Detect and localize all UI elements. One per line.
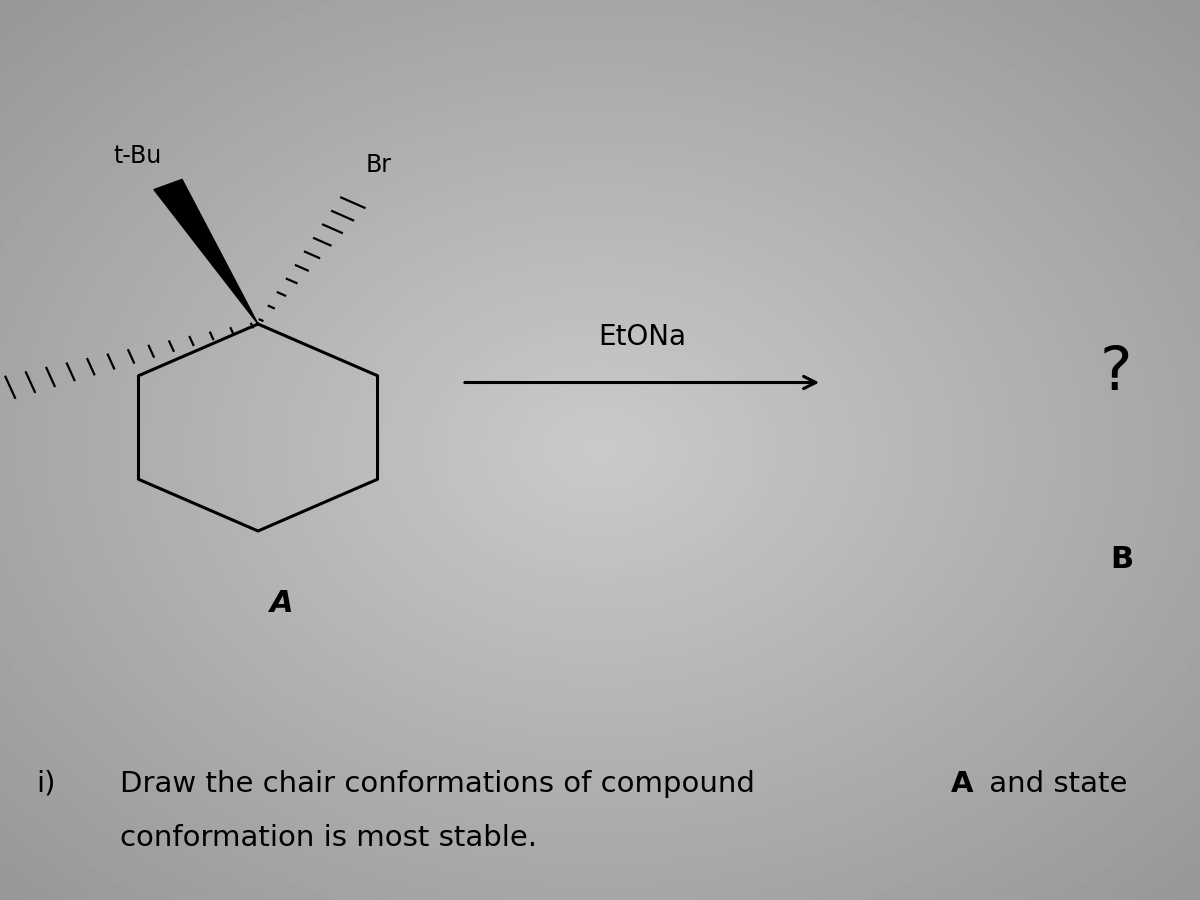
Text: Br: Br [366,153,392,177]
Text: A: A [270,590,294,618]
Text: and state: and state [980,770,1128,797]
Text: i): i) [36,770,55,797]
Polygon shape [154,179,258,324]
Text: B: B [1110,544,1134,573]
Text: t-Bu: t-Bu [114,144,162,168]
Text: EtONa: EtONa [598,323,686,351]
Text: Draw the chair conformations of compound: Draw the chair conformations of compound [120,770,764,797]
Text: ?: ? [1099,344,1133,403]
Text: conformation is most stable.: conformation is most stable. [120,824,538,851]
Text: A: A [952,770,973,797]
